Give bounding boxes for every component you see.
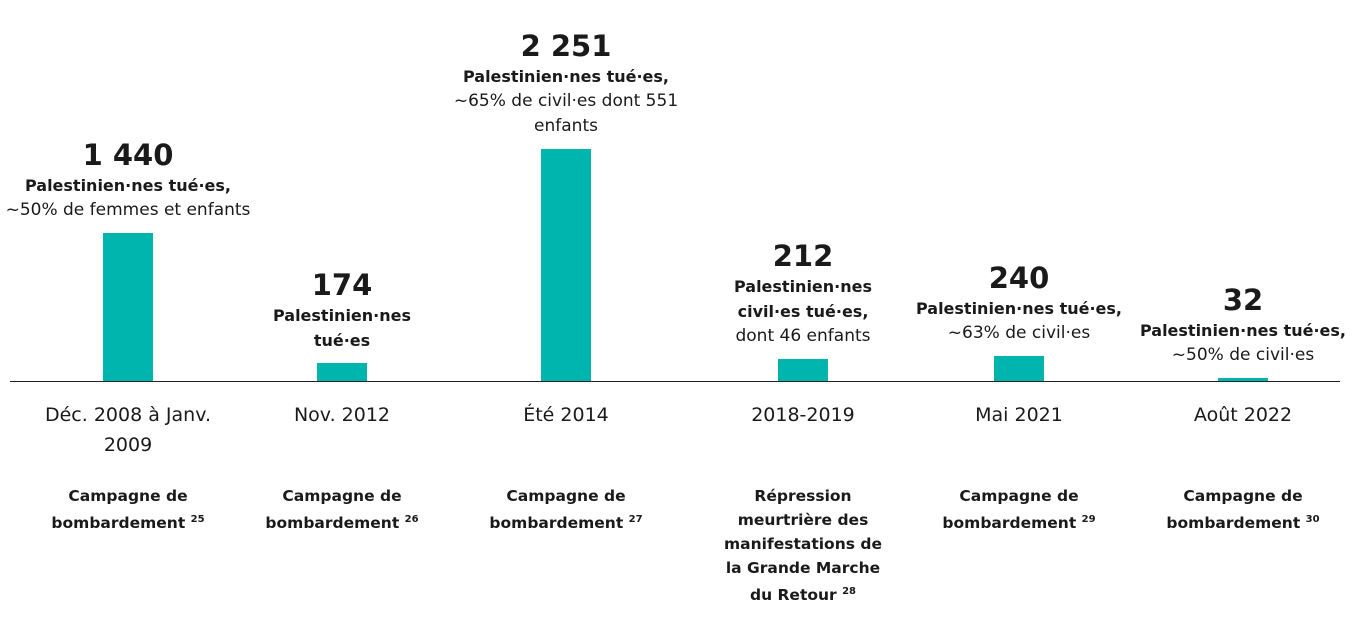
annotation: 32 Palestinien·nes tué·es, ~50% de civil·e… <box>1113 282 1362 368</box>
value-label: 240 <box>988 261 1050 296</box>
annotation-text: ~63% de civil·es <box>947 323 1091 344</box>
x-tick-label: Déc. 2008 à Janv. 2009 <box>44 404 212 456</box>
annotation: 174 Palestinien·nes tué·es <box>247 267 437 353</box>
annotation-bold: Palestinien·nes tué·es, <box>462 67 670 86</box>
bar <box>778 359 828 381</box>
footnote: 27 <box>628 514 643 525</box>
bar <box>994 356 1044 381</box>
annotation: 212 Palestinien·nes civil·es tué·es, dont … <box>708 238 898 349</box>
x-tick-label: 2018-2019 <box>751 404 855 426</box>
bar <box>103 232 153 381</box>
event-label: Campagne de bombardement 30 <box>1153 484 1333 535</box>
event-label: Campagne de bombardement 29 <box>929 484 1109 535</box>
x-tick-label: Août 2022 <box>1193 404 1293 426</box>
value-label: 32 <box>1222 282 1264 317</box>
bar <box>541 149 591 381</box>
footnote: 30 <box>1305 514 1320 525</box>
event-text: Campagne de bombardement <box>265 487 402 533</box>
annotation-text: ~50% de civil·es <box>1171 344 1315 365</box>
footnote: 25 <box>190 514 205 525</box>
event-label: Campagne de bombardement 26 <box>252 484 432 535</box>
value-label: 212 <box>772 239 834 274</box>
annotation: 240 Palestinien·nes tué·es, ~63% de civil·… <box>889 260 1149 346</box>
annotation-text: ~65% de civil·es dont 551 enfants <box>453 91 679 136</box>
footnote: 26 <box>404 514 419 525</box>
x-tick-label: Mai 2021 <box>975 404 1063 426</box>
event-text: Campagne de bombardement <box>942 487 1079 533</box>
annotation-bold: Palestinien·nes tué·es, <box>1139 320 1347 340</box>
event-label: Campagne de bombardement 27 <box>476 484 656 535</box>
bar <box>317 363 367 381</box>
event-label: Répression meurtrière des manifestations… <box>718 484 888 607</box>
footnote: 28 <box>842 586 857 597</box>
value-label: 2 251 <box>520 29 612 63</box>
event-text: Répression meurtrière des manifestations… <box>724 487 882 605</box>
value-label: 174 <box>311 268 373 303</box>
value-label: 1 440 <box>82 137 174 172</box>
annotation-text: dont 46 enfants <box>735 326 871 347</box>
annotation-bold: Palestinien·nes tué·es, <box>915 299 1123 319</box>
event-text: Campagne de bombardement <box>51 487 188 533</box>
event-text: Campagne de bombardement <box>1166 487 1303 533</box>
annotation-bold: Palestinien·nes tué·es <box>272 306 412 351</box>
bar <box>1218 377 1268 381</box>
annotation: 1 440 Palestinien·nes tué·es, ~50% de femm… <box>0 137 263 223</box>
annotation-bold: Palestinien·nes tué·es, <box>24 175 232 195</box>
annotation-text: ~50% de femmes et enfants <box>5 199 251 220</box>
annotation: 2 251 Palestinien·nes tué·es, ~65% de civi… <box>431 28 701 139</box>
baseline <box>10 381 1340 382</box>
x-tick-label: Nov. 2012 <box>293 404 391 426</box>
annotation-bold: Palestinien·nes civil·es tué·es, <box>733 277 873 322</box>
event-label: Campagne de bombardement 25 <box>38 484 218 535</box>
footnote: 29 <box>1081 514 1096 525</box>
x-tick-label: Été 2014 <box>523 404 609 426</box>
event-text: Campagne de bombardement <box>489 487 626 533</box>
